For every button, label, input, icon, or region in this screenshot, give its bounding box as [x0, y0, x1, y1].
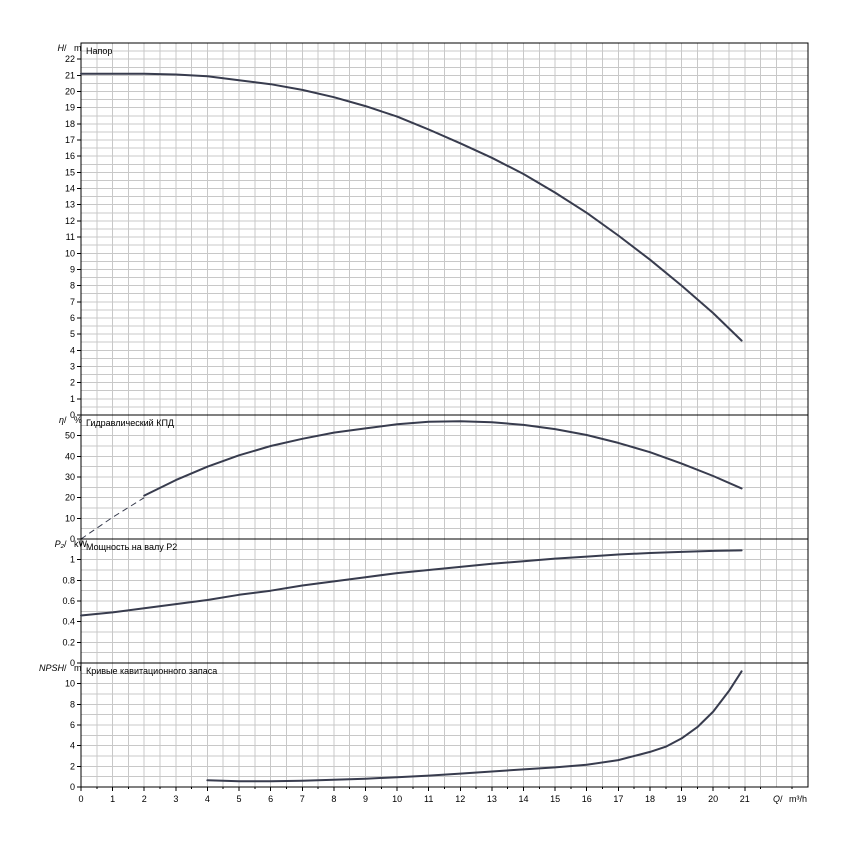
x-tick-label: 2: [142, 794, 147, 804]
x-tick-label: 15: [550, 794, 560, 804]
x-tick-label: 4: [205, 794, 210, 804]
x-axis-label-unit: m³/h: [789, 794, 807, 804]
x-tick-label: 11: [424, 794, 433, 804]
x-axis-label-var: Q: [773, 794, 780, 804]
x-axis-label-sep: /: [780, 794, 783, 804]
y-tick-label: 0: [70, 782, 75, 792]
y-axis-label-sep: /: [64, 539, 67, 549]
y-tick-label: 20: [65, 493, 75, 503]
y-tick-label: 1: [70, 394, 75, 404]
x-tick-label: 0: [78, 794, 83, 804]
y-tick-label: 2: [70, 378, 75, 388]
y-tick-label: 8: [70, 281, 75, 291]
y-tick-label: 7: [70, 297, 75, 307]
y-tick-label: 0.4: [62, 617, 75, 627]
x-tick-label: 9: [363, 794, 368, 804]
series-line-npsh-0: [206, 670, 743, 783]
y-tick-label: 10: [65, 679, 75, 689]
series-line-efficiency-0: [80, 497, 145, 540]
y-axis-label-unit: %: [74, 415, 82, 425]
y-tick-label: 15: [65, 167, 75, 177]
y-axis-label-sep: /: [64, 43, 67, 53]
y-axis-label-var: NPSH: [39, 663, 65, 673]
y-tick-label: 10: [65, 513, 75, 523]
x-tick-label: 18: [645, 794, 655, 804]
x-tick-label: 8: [331, 794, 336, 804]
y-tick-label: 30: [65, 472, 75, 482]
y-tick-label: 9: [70, 264, 75, 274]
series-line-head-0: [80, 72, 743, 342]
y-tick-label: 14: [65, 184, 75, 194]
x-tick-label: 5: [237, 794, 242, 804]
y-tick-label: 16: [65, 151, 75, 161]
y-axis-label-var: P₂: [55, 539, 65, 549]
series-line-efficiency-1: [143, 420, 743, 497]
y-tick-label: 19: [65, 103, 75, 113]
y-tick-label: 4: [70, 345, 75, 355]
x-tick-label: 17: [613, 794, 623, 804]
y-tick-label: 6: [70, 313, 75, 323]
x-tick-label: 21: [740, 794, 750, 804]
panel-title-npsh: Кривые кавитационного запаса: [86, 666, 217, 676]
panel-title-efficiency: Гидравлический КПД: [86, 418, 174, 428]
y-axis-label-sep: /: [64, 663, 67, 673]
panel-title-head: Напор: [86, 46, 112, 56]
y-tick-label: 17: [65, 135, 75, 145]
y-axis-label-unit: kW: [74, 539, 88, 549]
y-tick-label: 18: [65, 119, 75, 129]
y-tick-label: 0.6: [62, 596, 75, 606]
y-axis-label-sep: /: [64, 415, 67, 425]
y-tick-label: 20: [65, 87, 75, 97]
y-tick-label: 5: [70, 329, 75, 339]
y-tick-label: 0.2: [62, 637, 75, 647]
y-tick-label: 8: [70, 699, 75, 709]
x-tick-label: 10: [392, 794, 402, 804]
x-tick-label: 20: [708, 794, 718, 804]
y-axis-label-unit: m: [74, 663, 82, 673]
y-tick-label: 40: [65, 451, 75, 461]
y-tick-label: 3: [70, 361, 75, 371]
y-axis-label-unit: m: [74, 43, 82, 53]
y-axis-label-var: η: [59, 415, 64, 425]
x-tick-label: 14: [519, 794, 529, 804]
series-line-power-0: [80, 549, 743, 617]
y-tick-label: 13: [65, 200, 75, 210]
y-tick-label: 11: [66, 232, 75, 242]
y-tick-label: 0: [70, 658, 75, 668]
y-tick-label: 2: [70, 761, 75, 771]
x-tick-label: 12: [455, 794, 465, 804]
y-tick-label: 6: [70, 720, 75, 730]
y-tick-label: 1: [70, 555, 75, 565]
x-tick-label: 1: [110, 794, 115, 804]
x-tick-label: 7: [300, 794, 305, 804]
y-tick-label: 4: [70, 741, 75, 751]
y-axis-label-var: H: [58, 43, 65, 53]
x-tick-label: 16: [582, 794, 592, 804]
y-tick-label: 0: [70, 534, 75, 544]
y-tick-label: 21: [65, 70, 75, 80]
y-tick-label: 22: [65, 54, 75, 64]
y-tick-label: 12: [65, 216, 75, 226]
x-tick-label: 3: [173, 794, 178, 804]
x-tick-label: 6: [268, 794, 273, 804]
panel-title-power: Мощность на валу P2: [86, 542, 177, 552]
y-tick-label: 50: [65, 431, 75, 441]
x-tick-label: 13: [487, 794, 497, 804]
x-tick-label: 19: [677, 794, 687, 804]
y-tick-label: 10: [65, 248, 75, 258]
y-tick-label: 0: [70, 410, 75, 420]
y-tick-label: 0.8: [62, 575, 75, 585]
